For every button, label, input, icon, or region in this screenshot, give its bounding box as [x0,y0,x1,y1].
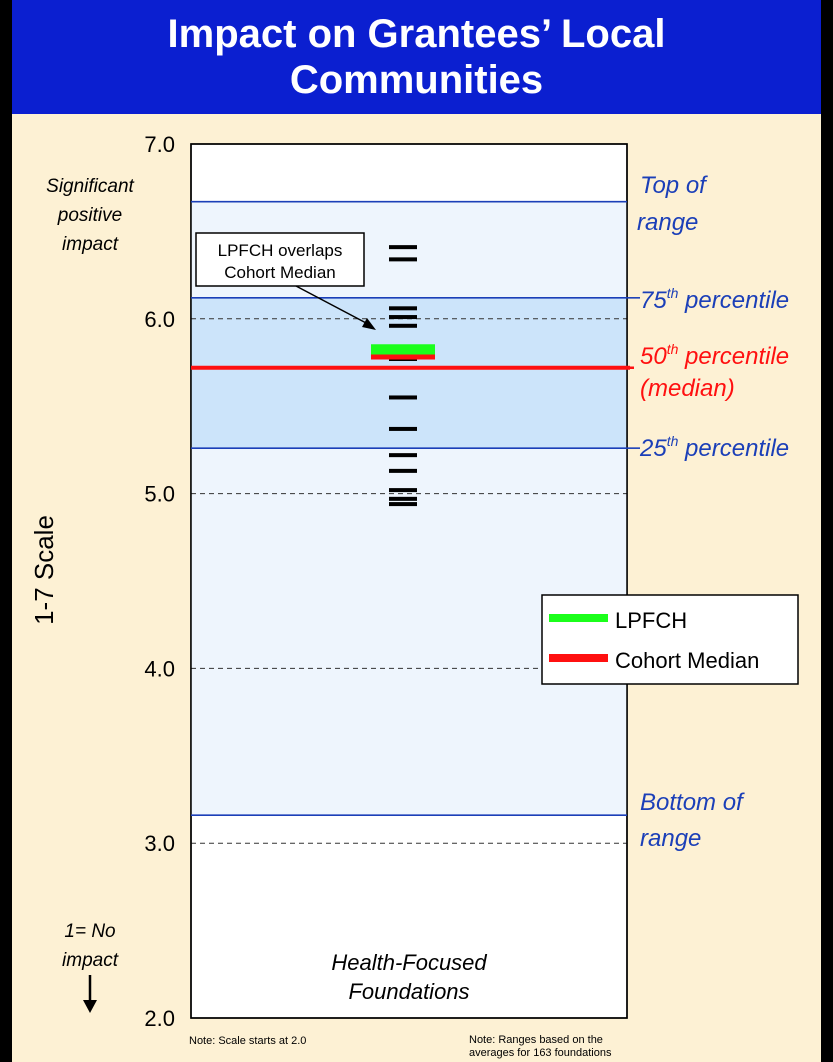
note-scale: Note: Scale starts at 2.0 [189,1035,306,1047]
cohort-foundation-marker [389,468,417,473]
callout-line1: LPFCH overlaps [218,241,343,260]
cohort-foundation-marker [389,306,417,311]
cohort-foundation-marker [389,488,417,493]
cohort-foundation-marker [389,257,417,262]
callout-arrow-line [295,285,369,325]
range-label-median-2: (median) [640,375,735,402]
range-label-top-1: Top of [640,172,708,199]
cohort-foundation-marker [389,496,417,501]
y-axis-label: 1-7 Scale [29,515,59,625]
cohort-foundation-marker [389,426,417,431]
range-lines [191,200,640,817]
cohort-foundation-marker [389,245,417,250]
lpfch-marker [371,344,435,356]
note-ranges-2: averages for 163 foundations [469,1047,612,1059]
legend: LPFCH Cohort Median [541,594,799,685]
page-title-line1: Impact on Grantees’ Local [167,12,666,56]
plot-border [190,143,628,1019]
callout: LPFCH overlaps Cohort Median [195,232,376,330]
cohort-foundation-marker [389,315,417,320]
range-label-bottom-1: Bottom of [640,789,745,816]
legend-swatch-median [549,654,608,662]
range-label-top-2: range [637,209,698,236]
range-label-p25: 25th percentile [639,433,789,462]
y-tick-labels: 2.0 3.0 4.0 5.0 6.0 7.0 [144,132,175,1031]
down-arrow-icon [83,975,97,1013]
cohort-foundation-marker [389,395,417,400]
range-label-median: 50th percentile [640,341,789,370]
annotation-no-impact: 1= No [64,921,115,942]
y-tick-label: 3.0 [144,831,175,856]
callout-line2: Cohort Median [224,263,336,282]
cohort-foundation-marker [389,323,417,328]
category-label-line1: Health-Focused [331,950,487,975]
callout-box [195,232,365,287]
cohort-median-marker [371,354,435,360]
legend-label-median: Cohort Median [615,648,759,673]
interquartile-band [191,297,627,449]
category-label-line2: Foundations [348,979,469,1004]
range-label-bottom-2: range [640,825,701,852]
note-ranges-1: Note: Ranges based on the [469,1034,603,1046]
annotation-positive: positive [57,205,122,226]
y-tick-label: 2.0 [144,1006,175,1031]
legend-box [541,594,799,685]
y-tick-label: 4.0 [144,656,175,681]
full-range-band [191,201,627,816]
cohort-foundation-marker [389,502,417,507]
legend-label-lpfch: LPFCH [615,608,687,633]
range-label-p75: 75th percentile [640,285,789,314]
slide-header: Impact on Grantees’ Local Communities [12,0,821,114]
page-title-line2: Communities [289,58,544,102]
y-tick-label: 7.0 [144,132,175,157]
y-tick-label: 6.0 [144,307,175,332]
annotation-impact: impact [62,234,119,255]
legend-swatch-lpfch [549,614,608,622]
callout-arrow-head [362,318,376,330]
annotation-no-impact-2: impact [62,950,119,971]
cohort-markers [389,245,417,507]
cohort-foundation-marker [389,453,417,458]
annotation-significant: Significant [46,176,134,197]
y-tick-label: 5.0 [144,482,175,507]
